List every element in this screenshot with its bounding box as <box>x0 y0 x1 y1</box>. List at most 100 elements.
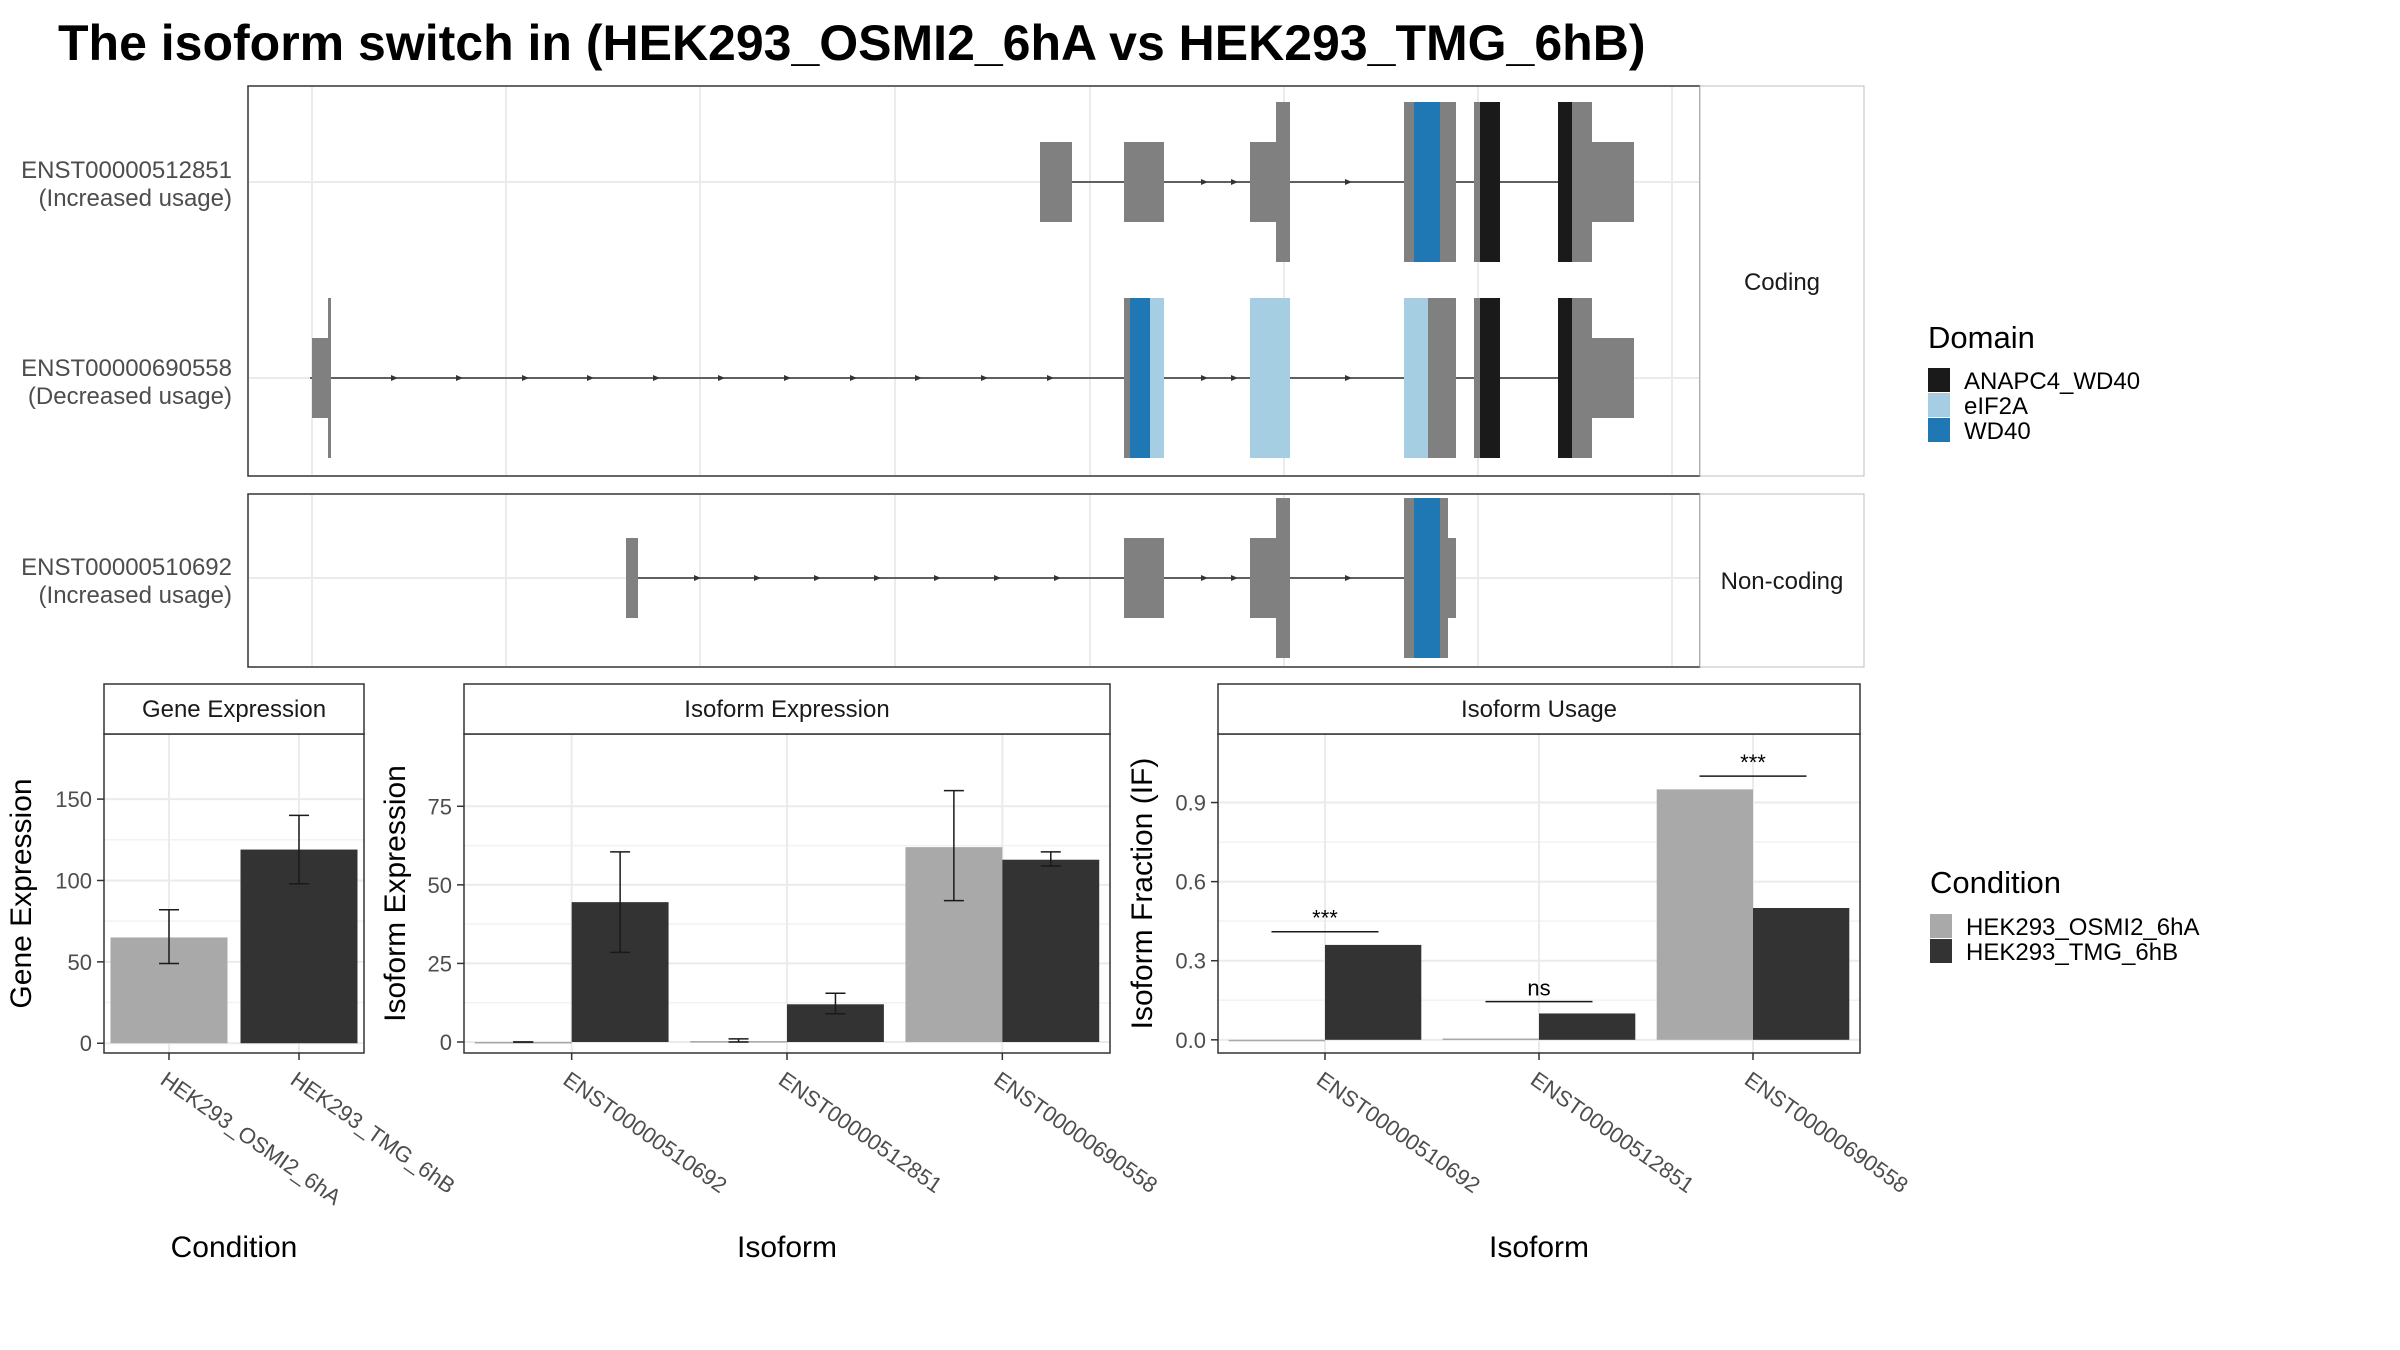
strip-box-isouse <box>1217 683 1861 735</box>
intron-arrow-ENST00000512851-2 <box>1345 179 1352 185</box>
domain-legend-title: Domain <box>1928 320 2035 355</box>
sig-label-isouse-1: ns <box>1527 976 1550 1001</box>
ytick-label-isouse-1: 0.3 <box>1175 949 1206 974</box>
exon-ENST00000512851-4 <box>1404 102 1414 262</box>
intron-arrow-ENST00000690558-1 <box>456 375 463 381</box>
exon-ENST00000690558-1 <box>328 298 331 458</box>
condition-legend: Condition HEK293_OSMI2_6hA HEK293_TMG_6h… <box>1930 865 2199 966</box>
exon-ENST00000512851-1 <box>1124 142 1164 222</box>
bar-isouse-1-1 <box>1539 1013 1636 1040</box>
noncoding-strip <box>1699 493 1865 668</box>
xtick-label-isouse-1: ENST00000512851 <box>1526 1067 1699 1198</box>
intron-arrow-ENST00000510692-7 <box>1201 575 1208 581</box>
ytick-label-gene-0: 0 <box>80 1031 92 1056</box>
isoform-label-ENST00000512851: ENST00000512851 <box>21 157 232 184</box>
chart-panel-gene: Gene Expression050100150HEK293_OSMI2_6hA… <box>5 683 460 1264</box>
intron-arrow-ENST00000510692-5 <box>994 575 1001 581</box>
exon-ENST00000510692-1 <box>1124 538 1164 618</box>
ytick-label-isoexp-2: 50 <box>428 873 452 898</box>
ytick-label-isouse-3: 0.9 <box>1175 791 1206 816</box>
exon-ENST00000510692-4 <box>1404 498 1414 658</box>
strip-label-isoexp: Isoform Expression <box>684 696 889 723</box>
transcript-structure-panels: Coding Non-coding ENST00000512851 (Incre… <box>21 85 1865 668</box>
exon-ENST00000512851-3 <box>1276 102 1290 262</box>
intron-arrow-ENST00000690558-9 <box>981 375 988 381</box>
exon-ENST00000690558-10 <box>1558 298 1572 458</box>
legend-label-ANAPC4_WD40: ANAPC4_WD40 <box>1964 368 2140 395</box>
intron-arrow-ENST00000510692-3 <box>874 575 881 581</box>
intron-arrow-ENST00000510692-2 <box>814 575 821 581</box>
domain-legend: Domain ANAPC4_WD40 eIF2A WD40 <box>1928 320 2140 445</box>
intron-arrow-ENST00000510692-6 <box>1054 575 1061 581</box>
strip-label-gene: Gene Expression <box>142 696 326 723</box>
xtick-label-isoexp-1: ENST00000512851 <box>774 1067 947 1198</box>
intron-arrow-ENST00000510692-8 <box>1231 575 1238 581</box>
exon-ENST00000510692-5 <box>1414 498 1440 658</box>
intron-arrow-ENST00000510692-1 <box>754 575 761 581</box>
exon-ENST00000512851-11 <box>1592 142 1634 222</box>
strip-label-isouse: Isoform Usage <box>1461 696 1617 723</box>
exon-ENST00000690558-0 <box>312 338 328 418</box>
legend-key-eIF2A <box>1928 393 1950 417</box>
intron-arrow-ENST00000690558-11 <box>1201 375 1208 381</box>
intron-arrow-ENST00000690558-3 <box>587 375 594 381</box>
ytick-label-isoexp-3: 75 <box>428 794 452 819</box>
bar-isouse-1-2 <box>1753 908 1850 1040</box>
structure-transcripts <box>310 102 1634 658</box>
isoform-label-ENST00000510692: ENST00000510692 <box>21 554 232 581</box>
intron-arrow-ENST00000510692-0 <box>694 575 701 581</box>
x-axis-title-isouse: Isoform <box>1489 1231 1589 1264</box>
coding-strip <box>1699 85 1865 477</box>
ytick-label-isoexp-0: 0 <box>440 1030 452 1055</box>
exon-ENST00000512851-6 <box>1440 102 1456 262</box>
y-axis-title-isoexp: Isoform Expression <box>379 765 412 1022</box>
intron-arrow-ENST00000512851-1 <box>1231 179 1238 185</box>
exon-ENST00000690558-3 <box>1130 298 1150 458</box>
isoform-usage-ENST00000510692: (Increased usage) <box>39 582 232 609</box>
xtick-label-isoexp-0: ENST00000510692 <box>559 1067 732 1198</box>
bar-isouse-0-0 <box>1228 1039 1325 1042</box>
exon-ENST00000512851-9 <box>1558 102 1572 262</box>
bar-isouse-0-2 <box>1656 789 1753 1040</box>
exon-ENST00000690558-12 <box>1592 338 1634 418</box>
y-axis-title-gene: Gene Expression <box>5 778 38 1008</box>
exon-ENST00000510692-7 <box>1448 538 1456 618</box>
noncoding-panel <box>247 493 1701 668</box>
ytick-label-gene-3: 150 <box>55 787 92 812</box>
intron-arrow-ENST00000512851-0 <box>1201 179 1208 185</box>
legend-label-HEK293_TMG_6hB: HEK293_TMG_6hB <box>1966 939 2178 966</box>
intron-arrow-ENST00000690558-7 <box>850 375 857 381</box>
ytick-label-gene-1: 50 <box>68 950 92 975</box>
exon-ENST00000510692-3 <box>1276 498 1290 658</box>
exon-ENST00000690558-4 <box>1150 298 1164 458</box>
exon-ENST00000690558-11 <box>1572 298 1592 458</box>
isoform-usage-ENST00000512851: (Increased usage) <box>39 185 232 212</box>
intron-arrow-ENST00000690558-0 <box>391 375 398 381</box>
exon-ENST00000510692-2 <box>1250 538 1276 618</box>
strip-box-isoexp <box>463 683 1111 735</box>
chart-panel-isoexp: Isoform Expression 0 25 50 75 ENST00000510692… <box>379 683 1162 1264</box>
bar-isouse-0-1 <box>1442 1038 1539 1040</box>
intron-arrow-ENST00000690558-5 <box>718 375 725 381</box>
exon-ENST00000512851-0 <box>1040 142 1072 222</box>
ytick-label-gene-2: 100 <box>55 868 92 893</box>
coding-panel <box>247 85 1701 477</box>
bar-isoexp-1-2 <box>1002 859 1100 1042</box>
intron-arrow-ENST00000690558-8 <box>915 375 922 381</box>
exon-ENST00000690558-5 <box>1250 298 1290 458</box>
y-axis-title-isouse: Isoform Fraction (IF) <box>1126 758 1159 1030</box>
noncoding-strip-label: Non-coding <box>1721 568 1844 595</box>
x-axis-title-gene: Condition <box>171 1231 298 1264</box>
legend-key-ANAPC4_WD40 <box>1928 368 1950 392</box>
xtick-label-isoexp-2: ENST00000690558 <box>989 1067 1162 1198</box>
bar-isouse-1-0 <box>1325 944 1422 1040</box>
exon-ENST00000510692-6 <box>1440 498 1448 658</box>
xtick-label-isouse-0: ENST00000510692 <box>1312 1067 1485 1198</box>
ytick-label-isouse-2: 0.6 <box>1175 870 1206 895</box>
legend-key-HEK293_OSMI2_6hA <box>1930 914 1952 938</box>
ytick-label-isouse-0: 0.0 <box>1175 1028 1206 1053</box>
xtick-label-isouse-2: ENST00000690558 <box>1740 1067 1913 1198</box>
exon-ENST00000512851-10 <box>1572 102 1592 262</box>
